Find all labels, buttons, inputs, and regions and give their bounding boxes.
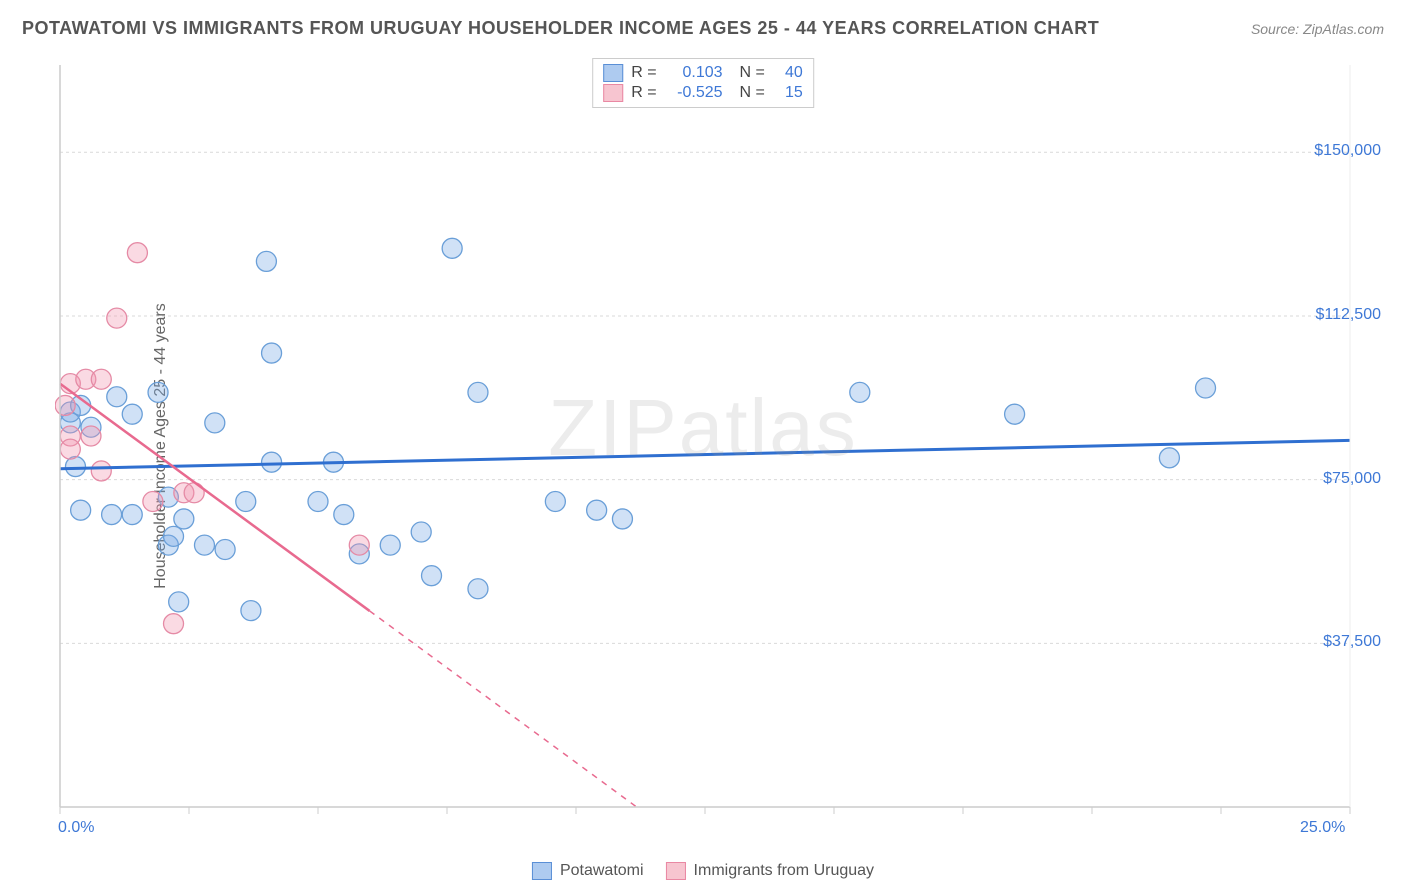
legend-item-series1: Potawatomi bbox=[532, 862, 644, 880]
n-value: 40 bbox=[773, 64, 803, 82]
n-label: N = bbox=[731, 84, 765, 102]
swatch-icon bbox=[603, 84, 623, 102]
y-tick-label: $75,000 bbox=[1323, 470, 1381, 488]
legend-label: Immigrants from Uruguay bbox=[694, 862, 875, 880]
r-value: -0.525 bbox=[665, 84, 723, 102]
r-label: R = bbox=[631, 64, 656, 82]
scatter-plot bbox=[55, 55, 1385, 845]
source-attribution: Source: ZipAtlas.com bbox=[1251, 21, 1384, 37]
y-tick-label: $150,000 bbox=[1314, 142, 1381, 160]
legend: Potawatomi Immigrants from Uruguay bbox=[532, 862, 874, 880]
x-tick-label: 25.0% bbox=[1300, 819, 1345, 837]
stats-row-series1: R = 0.103 N = 40 bbox=[603, 63, 803, 83]
stats-row-series2: R = -0.525 N = 15 bbox=[603, 83, 803, 103]
correlation-stats-box: R = 0.103 N = 40 R = -0.525 N = 15 bbox=[592, 58, 814, 108]
r-label: R = bbox=[631, 84, 656, 102]
swatch-icon bbox=[666, 862, 686, 880]
legend-label: Potawatomi bbox=[560, 862, 644, 880]
chart-title: POTAWATOMI VS IMMIGRANTS FROM URUGUAY HO… bbox=[22, 18, 1099, 39]
swatch-icon bbox=[532, 862, 552, 880]
n-value: 15 bbox=[773, 84, 803, 102]
swatch-icon bbox=[603, 64, 623, 82]
y-tick-label: $112,500 bbox=[1315, 306, 1381, 324]
x-tick-label: 0.0% bbox=[58, 819, 94, 837]
legend-item-series2: Immigrants from Uruguay bbox=[666, 862, 875, 880]
n-label: N = bbox=[731, 64, 765, 82]
r-value: 0.103 bbox=[665, 64, 723, 82]
y-tick-label: $37,500 bbox=[1323, 633, 1381, 651]
